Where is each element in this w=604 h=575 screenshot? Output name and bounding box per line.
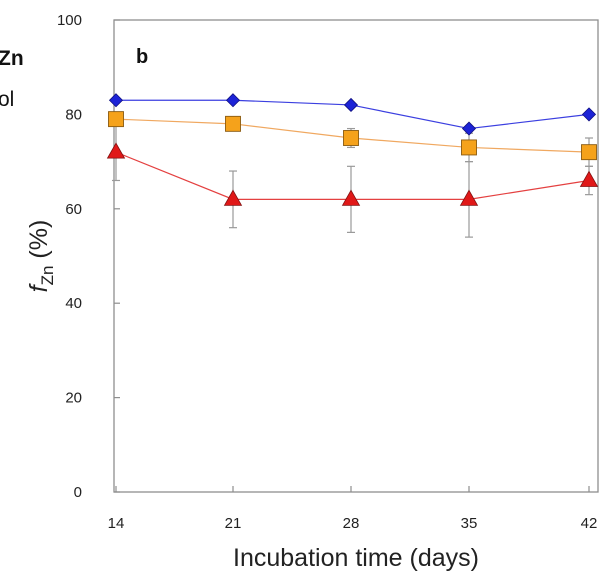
data-point-diamond [343, 97, 359, 113]
y-tick-label-100: 100 [57, 12, 82, 29]
x-tick-label-35: 35 [461, 515, 478, 532]
data-point-triangle [223, 189, 243, 206]
plot-frame [113, 19, 599, 493]
data-point-diamond [581, 107, 597, 122]
data-point-triangle [459, 189, 479, 206]
series-square [108, 111, 597, 167]
x-tick-label-28: 28 [343, 515, 360, 532]
y-axis-title-units: (%) [25, 220, 53, 266]
cropped-label-ol: ol [0, 88, 14, 111]
x-axis-title: Incubation time (days) [233, 544, 479, 572]
series-diamond [108, 93, 597, 136]
y-axis-tick-labels: 0 20 40 60 80 100 [57, 12, 82, 501]
data-point-square [461, 139, 477, 156]
y-tick-label-40: 40 [65, 295, 82, 312]
data-point-square [225, 115, 241, 132]
y-axis-title-subscript: Zn [38, 266, 57, 286]
x-axis-ticks [115, 486, 590, 492]
data-point-square [581, 144, 597, 161]
y-axis-title: fZn (%) [25, 220, 57, 293]
cropped-label-area: Zn ol [0, 47, 24, 111]
series-triangle [106, 123, 599, 238]
series-layer [106, 93, 599, 238]
y-tick-label-0: 0 [74, 484, 82, 501]
panel-label: b [136, 46, 148, 68]
data-point-triangle [106, 142, 126, 159]
data-point-triangle [341, 189, 361, 206]
x-tick-label-21: 21 [225, 515, 242, 532]
x-axis-tick-labels: 14 21 28 35 42 [108, 515, 598, 532]
data-point-diamond [461, 121, 477, 136]
y-tick-label-80: 80 [65, 106, 82, 123]
data-point-square [108, 111, 124, 128]
data-point-triangle [579, 170, 599, 187]
x-tick-label-14: 14 [108, 515, 125, 532]
y-axis-title-f: f [25, 282, 53, 292]
data-point-diamond [225, 93, 241, 108]
y-tick-label-60: 60 [65, 201, 82, 218]
data-point-diamond [108, 93, 124, 108]
cropped-label-zn: Zn [0, 47, 24, 70]
data-point-square [343, 130, 359, 146]
x-tick-label-42: 42 [581, 515, 598, 532]
y-tick-label-20: 20 [65, 390, 82, 407]
